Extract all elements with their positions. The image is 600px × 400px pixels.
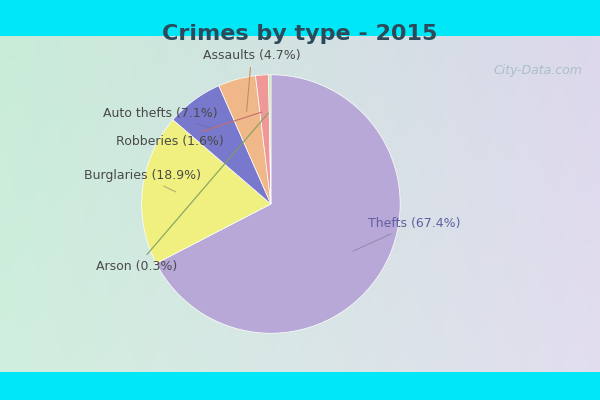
Text: Auto thefts (7.1%): Auto thefts (7.1%) <box>103 107 218 128</box>
Text: Robberies (1.6%): Robberies (1.6%) <box>116 112 262 148</box>
Text: Arson (0.3%): Arson (0.3%) <box>97 113 268 272</box>
Text: Assaults (4.7%): Assaults (4.7%) <box>203 49 301 112</box>
Wedge shape <box>268 75 271 204</box>
Text: City-Data.com: City-Data.com <box>493 64 582 77</box>
Text: Thefts (67.4%): Thefts (67.4%) <box>353 217 460 251</box>
Text: Burglaries (18.9%): Burglaries (18.9%) <box>83 169 200 192</box>
Wedge shape <box>219 76 271 204</box>
Wedge shape <box>173 86 271 204</box>
Wedge shape <box>256 75 271 204</box>
Text: Crimes by type - 2015: Crimes by type - 2015 <box>163 24 437 44</box>
Wedge shape <box>156 75 400 333</box>
Wedge shape <box>142 120 271 263</box>
